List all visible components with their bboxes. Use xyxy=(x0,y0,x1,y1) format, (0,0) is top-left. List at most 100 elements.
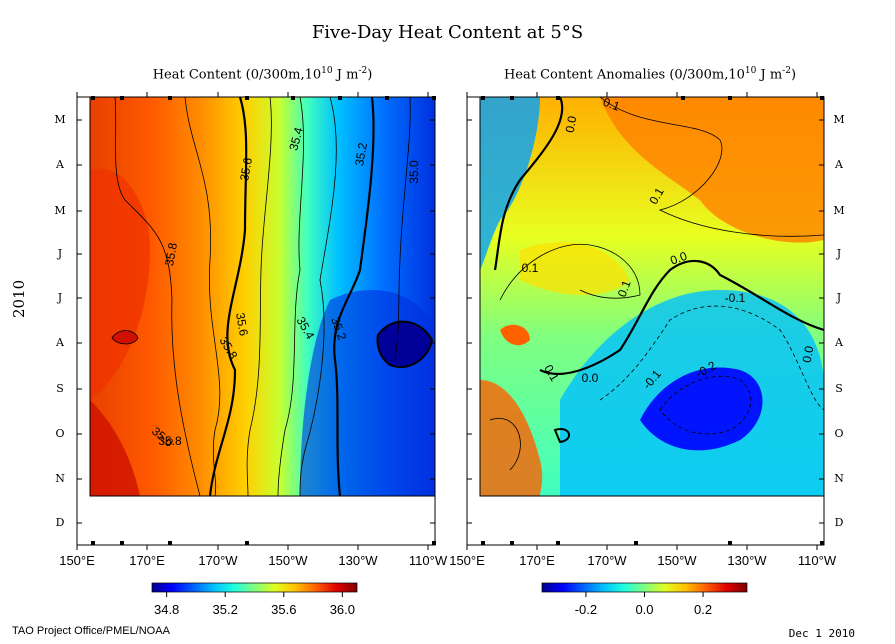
colorbar-tick-label-left: 34.8 xyxy=(153,602,180,617)
contour-34-9 xyxy=(394,97,411,361)
right-cold-core xyxy=(640,367,763,451)
station-marker xyxy=(168,96,172,100)
station-markers xyxy=(91,96,824,545)
station-marker xyxy=(120,541,124,545)
month-label-left: A xyxy=(56,336,64,349)
right-colorbar xyxy=(541,582,748,593)
station-marker xyxy=(291,96,295,100)
colorbar-tick-label-right: 0.2 xyxy=(694,602,713,617)
left-panel-title: Heat Content (0/300m,1010 J m-2) xyxy=(152,66,373,83)
month-ticks xyxy=(77,119,824,524)
colorbar-tick-label-right: -0.2 xyxy=(574,602,598,617)
station-marker xyxy=(338,96,342,100)
month-label-right: M xyxy=(833,113,845,126)
contour-a0-1-north xyxy=(599,97,824,237)
x-tick-label-left: 170°E xyxy=(129,553,165,568)
contour-label: 0.1 xyxy=(601,95,622,114)
colorbar-tick-label-left: 36.0 xyxy=(329,602,355,617)
station-marker xyxy=(556,96,560,100)
contour-35-7 xyxy=(184,97,221,496)
month-label-right: N xyxy=(834,472,844,485)
left-cold-core xyxy=(376,320,434,368)
x-tick-label-right: 130°W xyxy=(727,553,767,568)
contour-label: 0.0 xyxy=(668,249,689,268)
station-marker xyxy=(820,96,824,100)
contour-label: 0.1 xyxy=(615,278,634,299)
footer-date: Dec 1 2010 xyxy=(788,627,855,640)
contour-label: 35.8 xyxy=(162,241,180,267)
contour-a-0-1 xyxy=(599,305,824,411)
station-marker xyxy=(91,96,95,100)
right-warm-band xyxy=(520,242,630,295)
x-tick-label-left: 150°E xyxy=(59,553,95,568)
x-tick-label-left: 130°W xyxy=(338,553,378,568)
x-tick-label-left: 110°W xyxy=(408,553,448,568)
x-tick-label-right: 170°E xyxy=(519,553,555,568)
station-marker xyxy=(120,96,124,100)
right-warm-southwest xyxy=(480,380,543,496)
contour-label: 0.0 xyxy=(800,345,817,364)
contour-35-0 xyxy=(333,97,375,496)
left-warm-corner xyxy=(90,400,140,496)
station-marker xyxy=(385,96,389,100)
contour-label: 35.6 xyxy=(233,312,251,338)
x-tick-label-right: 170°W xyxy=(587,553,627,568)
right-warm-north xyxy=(600,97,824,243)
contour-label: 35.6 xyxy=(237,156,255,182)
station-marker xyxy=(728,541,732,545)
station-marker xyxy=(681,96,685,100)
colorbar-tick-label-right: 0.0 xyxy=(635,602,654,617)
month-label-left: J xyxy=(57,247,63,260)
contour-a0-0-west xyxy=(493,97,564,271)
month-label-left: J xyxy=(57,291,63,304)
right-warm-patch xyxy=(500,324,530,346)
month-label-right: O xyxy=(834,427,844,440)
left-colorbar xyxy=(151,582,358,593)
x-ticks xyxy=(76,92,818,550)
chart-title: Five-Day Heat Content at 5°S xyxy=(311,22,584,43)
station-marker xyxy=(728,96,732,100)
left-contours xyxy=(114,97,411,496)
month-label-left: M xyxy=(54,204,66,217)
month-label-left: M xyxy=(54,113,66,126)
month-label-right: D xyxy=(834,516,844,529)
station-marker xyxy=(245,541,249,545)
colorbar-tick-label-left: 35.6 xyxy=(271,602,297,617)
station-marker xyxy=(432,96,436,100)
colorbar-tick-label-left: 35.2 xyxy=(212,602,238,617)
contour-35-6 xyxy=(208,97,248,496)
month-label-right: A xyxy=(835,158,843,171)
contour-label: 0.0 xyxy=(563,115,580,134)
station-marker xyxy=(481,96,485,100)
right-axes-frame xyxy=(466,96,825,546)
month-label-left: N xyxy=(55,472,65,485)
contour-35-1 xyxy=(299,97,337,496)
station-marker xyxy=(820,541,824,545)
contour-label: 0.0 xyxy=(582,371,599,385)
right-anomaly-field xyxy=(480,97,824,496)
footer-credit: TAO Project Office/PMEL/NOAA xyxy=(12,625,170,637)
station-marker xyxy=(556,541,560,545)
month-label-left: D xyxy=(55,516,65,529)
x-tick-label-right: 110°W xyxy=(797,553,837,568)
left-warm-patch xyxy=(111,330,139,345)
contour-a0-1-south xyxy=(489,418,521,471)
contour-label: 0.1 xyxy=(522,261,539,275)
month-label-left: O xyxy=(55,427,65,440)
contour-label: 35.8 xyxy=(158,434,182,448)
contour-a0-1-mid xyxy=(499,243,641,301)
contour-a-0-2 xyxy=(659,376,752,435)
left-axes-frame xyxy=(76,96,436,546)
x-tick-label-left: 150°W xyxy=(268,553,308,568)
month-label-right: M xyxy=(833,204,845,217)
station-marker xyxy=(168,541,172,545)
left-heat-field xyxy=(90,97,435,496)
right-panel-title: Heat Content Anomalies (0/300m,1010 J m-… xyxy=(503,66,797,83)
contour-label: 35.0 xyxy=(407,160,421,184)
station-marker xyxy=(432,541,436,545)
month-label-right: J xyxy=(836,291,842,304)
month-label-left: A xyxy=(56,158,64,171)
contour-35-8 xyxy=(114,97,201,496)
station-marker xyxy=(91,541,95,545)
